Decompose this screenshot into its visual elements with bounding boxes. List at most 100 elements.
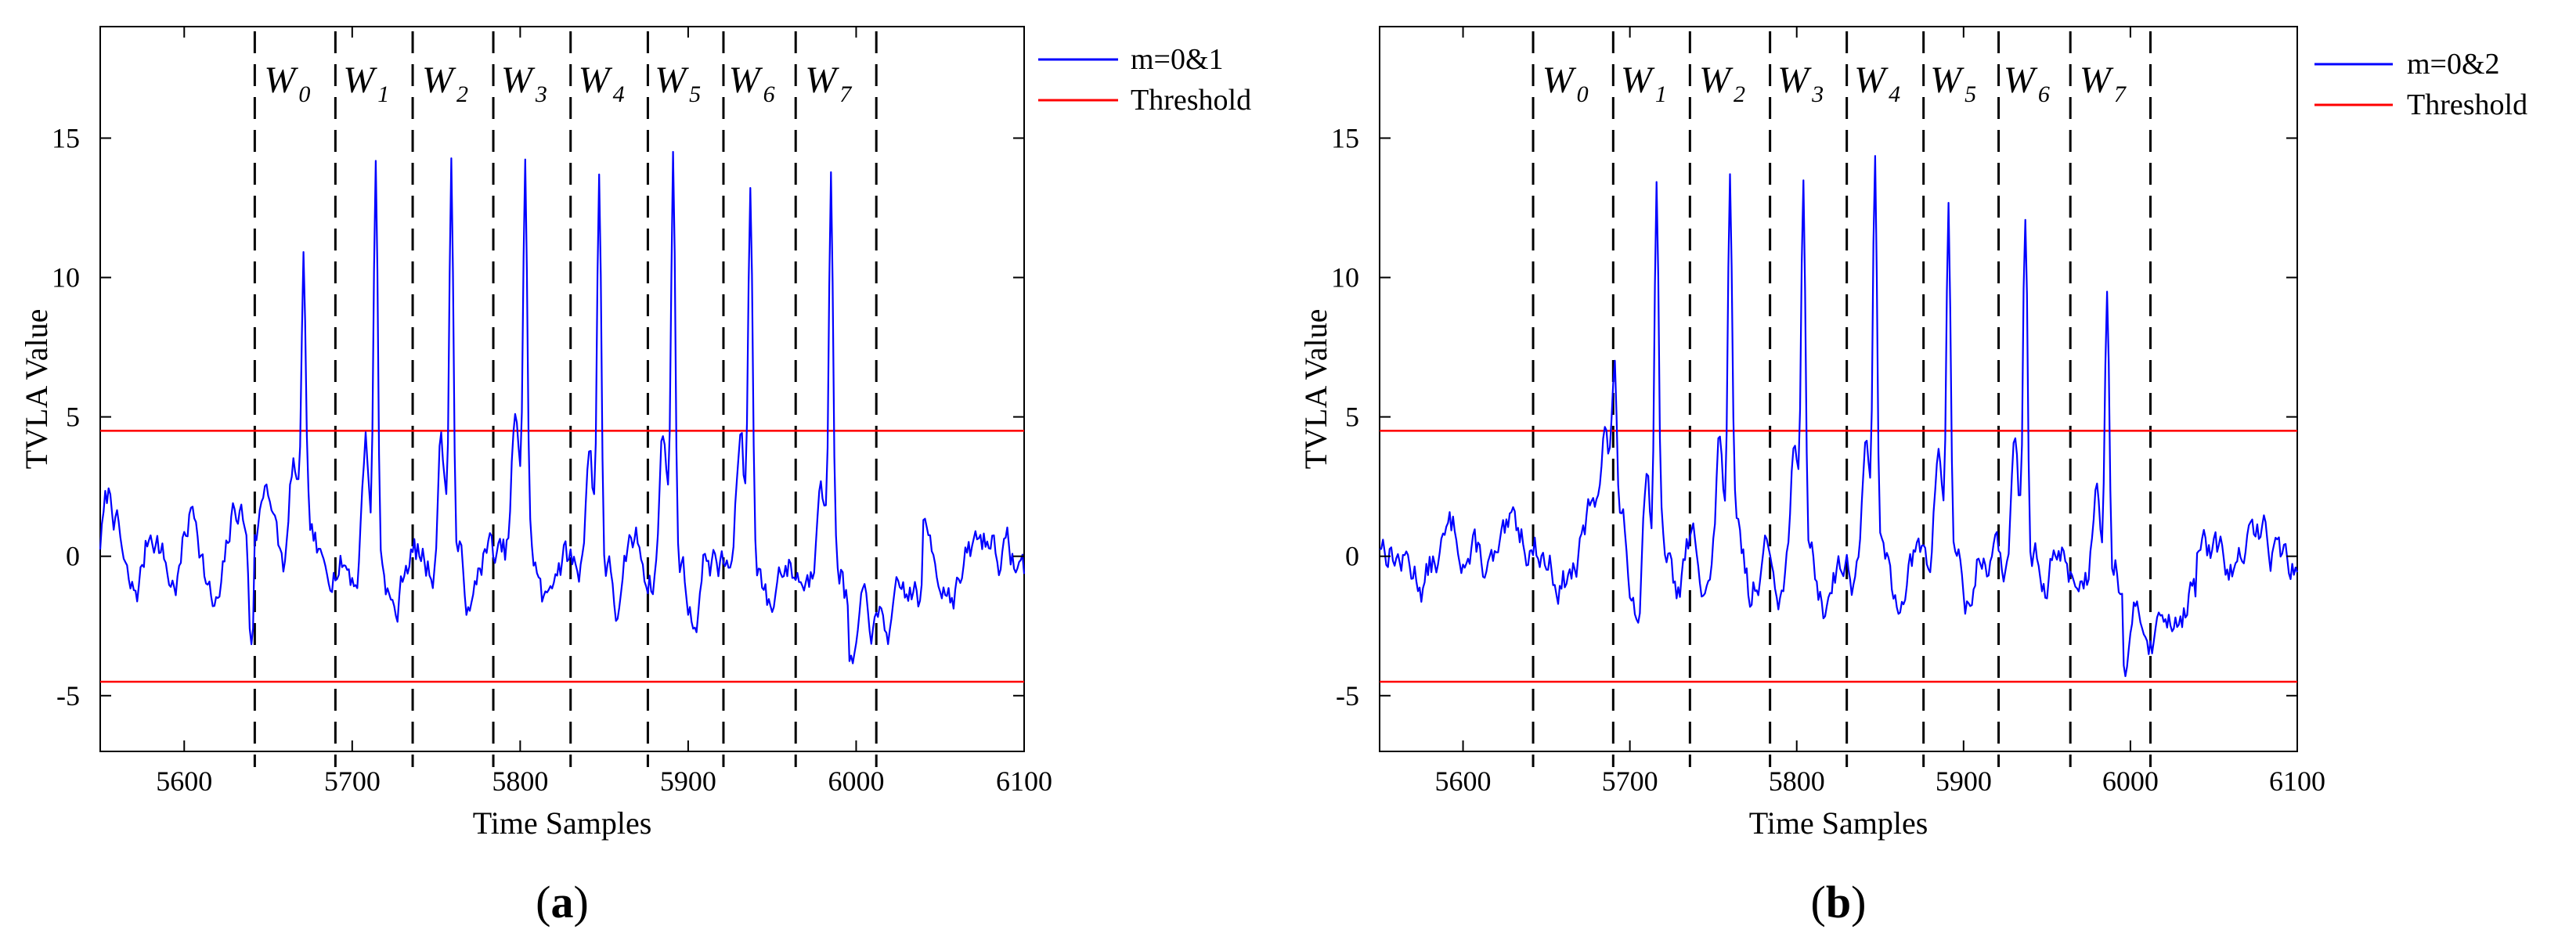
window-label-subscript: 5: [689, 81, 701, 107]
x-tick-label: 5900: [1936, 765, 1992, 797]
panel-b-window-lines: [1532, 31, 2152, 767]
y-tick-label: 5: [66, 402, 80, 433]
window-label-letter: W: [1930, 59, 1964, 101]
window-label-subscript: 3: [535, 81, 547, 107]
y-tick-label: 5: [1345, 402, 1359, 433]
x-tick-label: 5900: [660, 765, 716, 797]
window-label-subscript: 4: [1889, 81, 1900, 107]
window-label-letter: W: [1699, 59, 1734, 101]
y-tick-label: -5: [1336, 680, 1359, 711]
panel-a-legend-series-label: m=0&1: [1131, 43, 1224, 76]
x-tick-label: 5700: [324, 765, 381, 797]
window-label-letter: W: [343, 59, 377, 101]
window-label-letter: W: [2004, 59, 2038, 101]
window-label-letter: W: [264, 59, 298, 101]
window-label-subscript: 1: [1655, 81, 1667, 107]
panel-a-xlabel: Time Samples: [473, 805, 652, 841]
panel-a-caption: (a): [536, 877, 589, 928]
panel-b-xlabel: Time Samples: [1749, 805, 1928, 841]
window-label-letter: W: [805, 59, 839, 101]
window-label-letter: W: [1542, 59, 1577, 101]
panel-a-series: [99, 150, 1026, 665]
window-label-subscript: 1: [377, 81, 389, 107]
window-label-subscript: 0: [298, 81, 310, 107]
window-label-letter: W: [655, 59, 689, 101]
window-label-subscript: 6: [2038, 81, 2050, 107]
window-label-letter: W: [1621, 59, 1655, 101]
panel-a-window-lines: [253, 31, 878, 767]
panel-b-legend-threshold-label: Threshold: [2407, 88, 2527, 121]
panel-b-caption-letter: b: [1826, 877, 1851, 928]
window-label-subscript: 2: [1734, 81, 1745, 107]
panel-b-caption: (b): [1811, 877, 1867, 928]
panel-a-frame: [99, 26, 1025, 752]
panel-a-threshold-lines: [100, 430, 1024, 683]
window-label-letter: W: [422, 59, 456, 101]
y-tick-label: 0: [1345, 541, 1359, 572]
y-tick-label: 15: [52, 122, 80, 153]
panel-b-series: [1379, 155, 2299, 677]
panel-a-legend: m=0&1 Threshold: [1038, 43, 1251, 117]
y-tick-label: 10: [1331, 262, 1359, 294]
window-label-subscript: 3: [1811, 81, 1824, 107]
panel-a-ylabel: TVLA Value: [19, 309, 54, 470]
window-label-letter: W: [1777, 59, 1812, 101]
y-tick-label: 15: [1331, 122, 1359, 153]
window-label-letter: W: [1854, 59, 1889, 101]
panel-b-legend-series-label: m=0&2: [2407, 48, 2500, 81]
window-label-letter: W: [579, 59, 613, 101]
window-label-subscript: 6: [763, 81, 775, 107]
panel-b-frame: [1379, 26, 2298, 752]
panel-b-legend: m=0&2 Threshold: [2314, 48, 2527, 121]
y-tick-label: 10: [52, 262, 80, 294]
window-label-subscript: 2: [456, 81, 468, 107]
window-label-letter: W: [501, 59, 536, 101]
series-line-m=0&1: [99, 150, 1026, 665]
x-tick-label: 6100: [2269, 765, 2325, 797]
window-label-subscript: 0: [1577, 81, 1589, 107]
x-tick-label: 6000: [2102, 765, 2159, 797]
y-tick-label: 0: [66, 541, 80, 572]
series-line-m=0&2: [1379, 155, 2299, 677]
panel-b-threshold-lines: [1380, 430, 2297, 683]
x-tick-label: 6000: [828, 765, 884, 797]
y-tick-label: -5: [56, 680, 80, 711]
panel-a-legend-threshold-label: Threshold: [1131, 84, 1251, 117]
window-label-subscript: 7: [2114, 81, 2127, 107]
x-tick-label: 5600: [156, 765, 212, 797]
window-label-letter: W: [729, 59, 763, 101]
x-tick-label: 6100: [996, 765, 1052, 797]
panel-a-caption-letter: a: [551, 877, 574, 928]
x-tick-label: 5600: [1435, 765, 1492, 797]
window-label-subscript: 7: [839, 81, 853, 107]
panel-b-ylabel: TVLA Value: [1298, 309, 1333, 470]
window-label-subscript: 5: [1964, 81, 1976, 107]
window-label-subscript: 4: [613, 81, 625, 107]
x-tick-label: 5700: [1602, 765, 1658, 797]
window-label-letter: W: [2080, 59, 2114, 101]
x-tick-label: 5800: [1769, 765, 1825, 797]
